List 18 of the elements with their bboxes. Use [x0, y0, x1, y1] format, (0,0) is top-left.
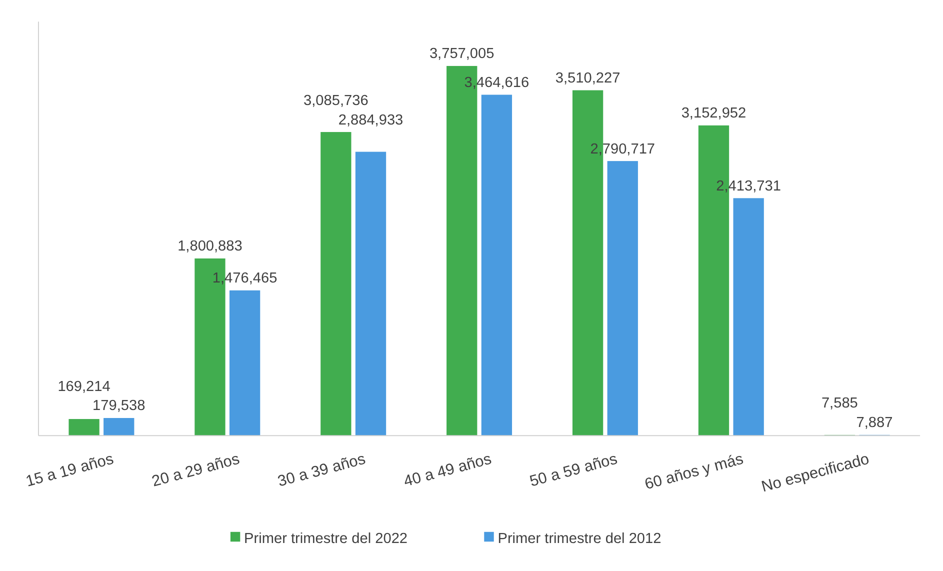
x-tick-label: 15 a 19 años	[24, 450, 116, 490]
legend-label: Primer trimestre del 2012	[498, 530, 662, 547]
data-label: 3,510,227	[555, 70, 620, 86]
data-label: 3,152,952	[681, 106, 746, 122]
data-label: 2,884,933	[338, 112, 404, 128]
x-tick-label: 50 a 59 años	[528, 450, 620, 490]
data-label: 7,585	[821, 396, 858, 412]
data-label: 3,757,005	[429, 46, 494, 62]
x-tick-label: 30 a 39 años	[276, 450, 368, 490]
x-tick-label: 60 años y más	[643, 450, 746, 494]
data-label: 3,085,736	[304, 92, 368, 109]
data-label: 7,887	[856, 415, 893, 432]
data-label: 169,214	[58, 378, 110, 395]
x-tick-label: 40 a 49 años	[402, 450, 494, 490]
legend-label: Primer trimestre del 2022	[244, 530, 408, 547]
data-label: 179,538	[92, 398, 146, 414]
data-label: 1,800,883	[178, 238, 242, 255]
x-tick-label: 20 a 29 años	[150, 450, 242, 490]
